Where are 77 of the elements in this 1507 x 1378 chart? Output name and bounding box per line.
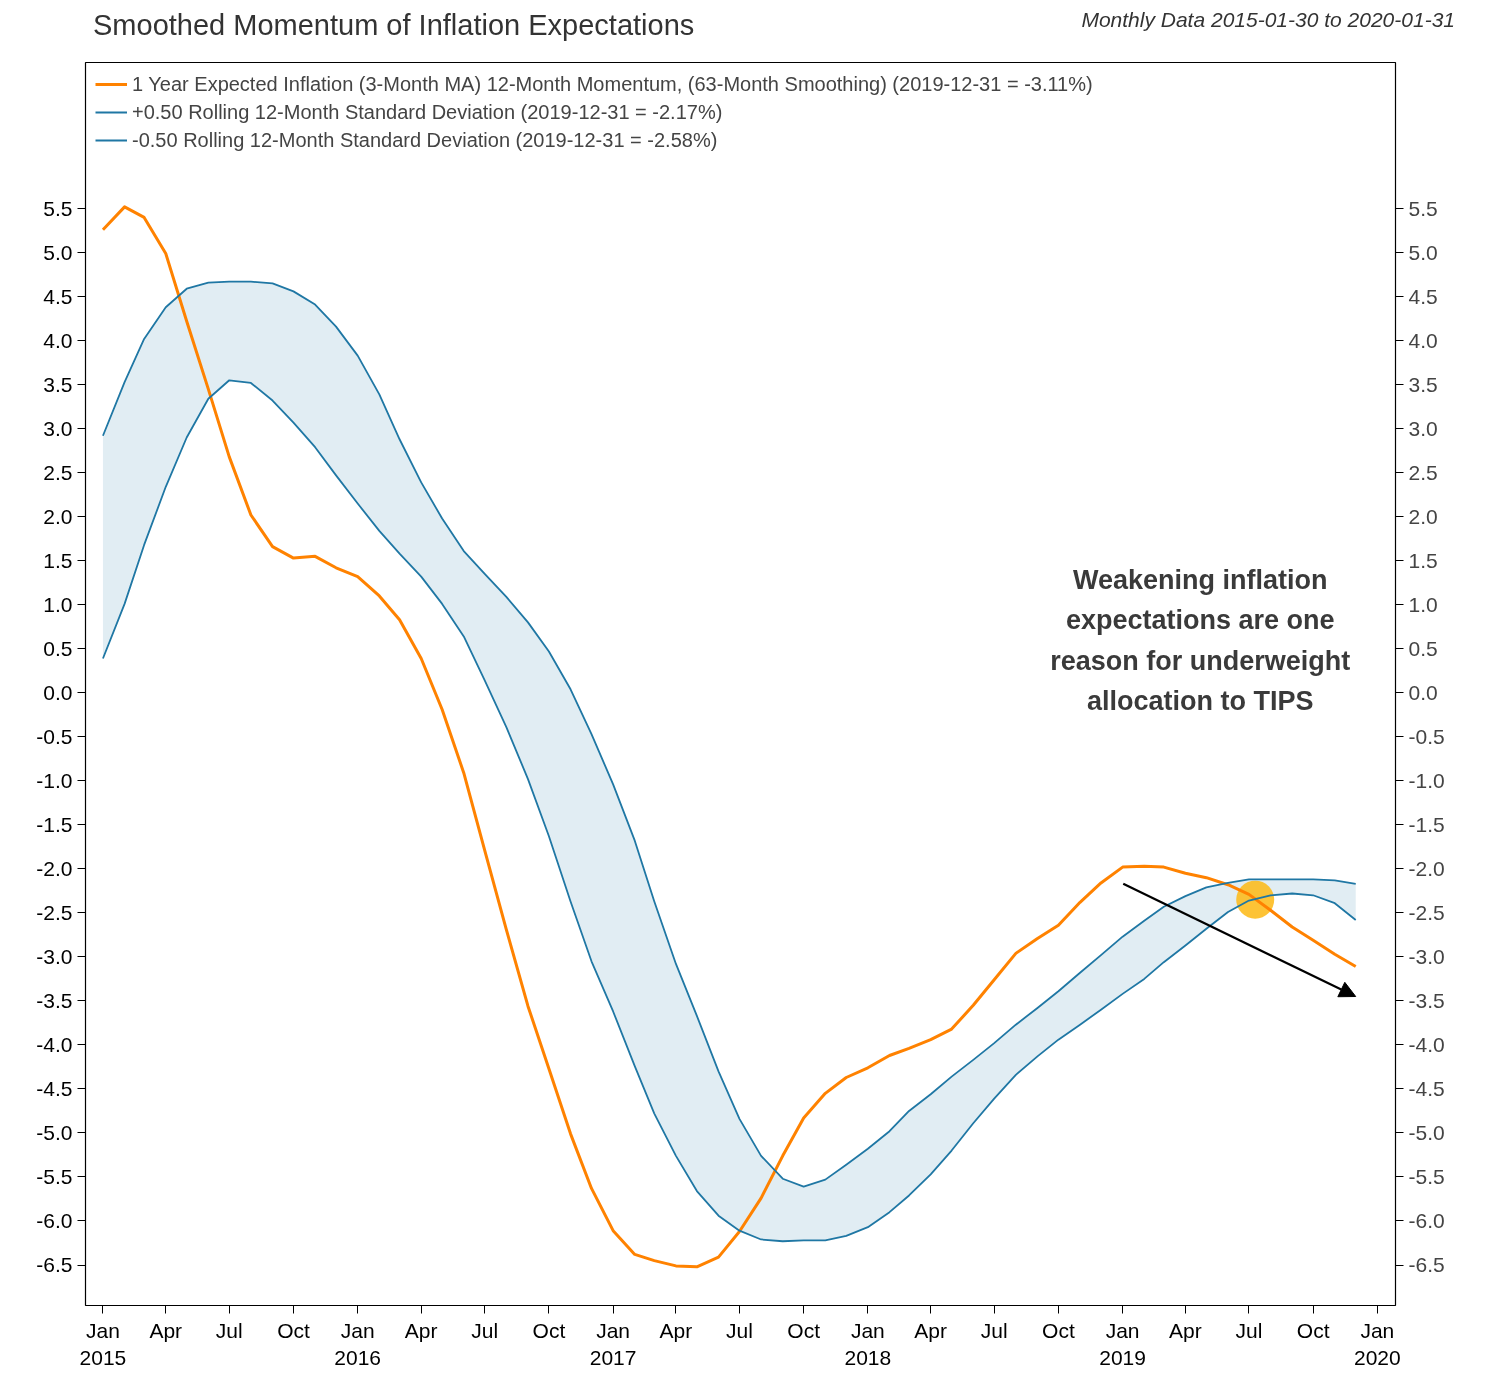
y2-tick-label: -1.5 [1408,812,1445,836]
x-tick-label: Oct [532,1318,566,1342]
annotation: Weakening inflation expectations are one reason for underweight allocation to TIPS [1050,564,1351,717]
y2-tick-label: 0.0 [1408,680,1438,704]
x-tick-label: Apr [404,1318,438,1342]
y-tick-label: 0.5 [43,636,73,660]
x-tick-label: Oct [787,1318,821,1342]
y2-tick-label: 1.5 [1408,548,1438,572]
chart-subtitle: Monthly Data 2015-01-30 to 2020-01-31 [1081,7,1455,33]
x-tick-label: Apr [1169,1318,1202,1342]
x-tick-label: Apr [914,1318,948,1342]
y-tick-label: 5.5 [43,196,73,220]
y-tick-label: -3.5 [36,988,73,1012]
y2-tick-label: 5.5 [1408,196,1438,220]
y-tick-label: -3.0 [36,944,73,968]
x-tick-label: Jul [471,1318,499,1342]
y-tick-label: -2.0 [36,856,73,880]
legend-label: -0.50 Rolling 12-Month Standard Deviation (2019-12-31 = -2.58%) [132,128,718,152]
y2-tick-label: -2.5 [1408,900,1445,924]
x-tick-label: Jan 2020 [1354,1318,1401,1370]
y-tick-label: 3.0 [43,416,73,440]
y-tick-label: -4.5 [36,1076,73,1100]
x-tick-label: Jan 2016 [334,1318,382,1370]
x-tick-label: Oct [1042,1318,1075,1342]
y2-tick-label: -1.0 [1408,768,1445,792]
y-tick-label: -6.0 [36,1208,73,1232]
y-tick-label: 3.5 [43,372,73,396]
x-tick-label: Jul [215,1318,243,1342]
y2-tick-label: -4.0 [1408,1032,1445,1056]
y-tick-label: 2.0 [43,504,73,528]
y2-tick-label: -5.0 [1408,1120,1445,1144]
x-tick-label: Jan 2018 [844,1318,892,1370]
y2-tick-label: -3.0 [1408,944,1445,968]
legend-label: 1 Year Expected Inflation (3-Month MA) 12-Month Momentum, (63-Month Smoothing) (2019-12-31 = -3.11%) [132,72,1093,96]
x-tick-label: Jan 2019 [1099,1318,1146,1370]
y-tick-label: -5.5 [36,1164,73,1188]
y-tick-label: 1.0 [43,592,73,616]
x-tick-label: Apr [659,1318,693,1342]
y-tick-label: 4.5 [43,284,73,308]
y2-tick-label: -3.5 [1408,988,1445,1012]
y2-tick-label: 3.0 [1408,416,1438,440]
x-tick-label: Jan 2015 [79,1318,127,1370]
chart-title: Smoothed Momentum of Inflation Expectations [93,8,695,43]
y-tick-label: 4.0 [43,328,73,352]
y2-tick-label: 0.5 [1408,636,1438,660]
y2-tick-label: 3.5 [1408,372,1438,396]
y2-tick-label: -5.5 [1408,1164,1445,1188]
legend-label: +0.50 Rolling 12-Month Standard Deviation (2019-12-31 = -2.17%) [132,100,723,124]
y2-tick-label: -2.0 [1408,856,1445,880]
y-tick-label: 5.0 [43,240,73,264]
y2-tick-label: -6.0 [1408,1208,1445,1232]
y-tick-label: -5.0 [36,1120,73,1144]
y2-tick-label: 2.5 [1408,460,1438,484]
y-tick-label: -4.0 [36,1032,73,1056]
x-tick-label: Jul [1235,1318,1263,1342]
y2-tick-label: 4.5 [1408,284,1438,308]
x-tick-label: Oct [277,1318,310,1342]
y-tick-label: -2.5 [36,900,73,924]
y-tick-label: -0.5 [36,724,73,748]
y2-tick-label: -6.5 [1408,1253,1445,1277]
y-tick-label: -1.5 [36,812,73,836]
y2-tick-label: 2.0 [1408,504,1438,528]
y2-tick-label: -4.5 [1408,1076,1445,1100]
y-tick-label: 2.5 [43,460,73,484]
y-tick-label: -6.5 [36,1253,73,1277]
x-tick-label: Oct [1296,1318,1330,1342]
y-tick-label: 0.0 [43,680,73,704]
x-tick-label: Jul [980,1318,1008,1342]
y2-tick-label: 5.0 [1408,240,1438,264]
y2-tick-label: -0.5 [1408,724,1445,748]
x-tick-label: Jul [726,1318,753,1342]
y2-tick-label: 1.0 [1408,592,1438,616]
x-tick-label: Apr [149,1318,183,1342]
x-tick-label: Jan 2017 [589,1318,637,1370]
y-tick-label: -1.0 [36,768,73,792]
y2-tick-label: 4.0 [1408,328,1438,352]
y-tick-label: 1.5 [43,548,73,572]
